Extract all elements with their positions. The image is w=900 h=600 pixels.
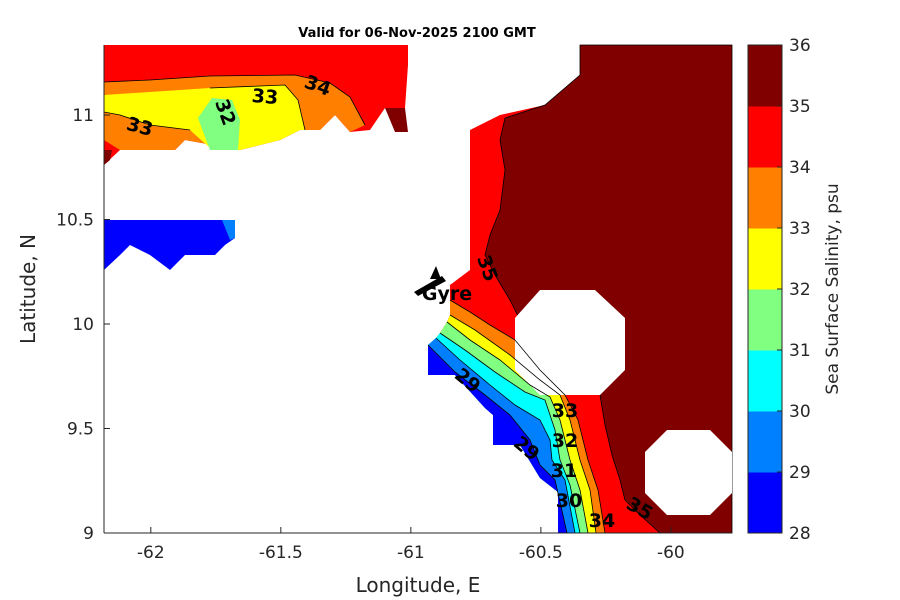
colorbar-segment bbox=[748, 350, 782, 412]
region-35-36-north bbox=[385, 108, 408, 132]
region-28-29-west bbox=[104, 220, 235, 270]
colorbar-segment bbox=[748, 472, 782, 534]
gyre-arrow-icon bbox=[414, 276, 446, 296]
colorbar-tick-label: 30 bbox=[789, 402, 811, 422]
contour-line-33-north bbox=[209, 84, 306, 131]
chart-title: Valid for 06-Nov-2025 2100 GMT bbox=[298, 26, 536, 41]
colorbar-tick-label: 28 bbox=[789, 524, 811, 544]
colorbar-segment bbox=[748, 289, 782, 351]
colorbar-tick-label: 35 bbox=[789, 97, 811, 117]
colorbar-tick-label: 34 bbox=[789, 158, 811, 178]
contour-label: 30 bbox=[556, 490, 582, 512]
contour-line-32 bbox=[446, 321, 589, 534]
contour-line-29 bbox=[427, 344, 568, 534]
colorbar-segment bbox=[748, 411, 782, 473]
contour-line-34 bbox=[449, 299, 606, 534]
colorbar-segment bbox=[748, 228, 782, 290]
contour-line-33 bbox=[449, 314, 597, 534]
contour-line-31 bbox=[439, 332, 581, 534]
x-tick-label: -62 bbox=[137, 543, 165, 563]
region-28-29-coastal bbox=[428, 345, 567, 533]
contour-label: 34 bbox=[589, 510, 615, 532]
colorbar-tick-label: 31 bbox=[789, 341, 811, 361]
land-mask-2 bbox=[645, 430, 732, 515]
contour-label: 32 bbox=[552, 430, 578, 452]
colorbar-tick-label: 29 bbox=[789, 463, 811, 483]
colorbar-tick-label: 32 bbox=[789, 280, 811, 300]
y-tick-label: 9.5 bbox=[67, 420, 94, 440]
x-tick-label: -61.5 bbox=[259, 543, 303, 563]
contour-line-33-north-west bbox=[103, 111, 191, 131]
contour-label: 31 bbox=[551, 460, 577, 482]
y-tick-label: 10 bbox=[72, 315, 94, 335]
colorbar-segment bbox=[748, 167, 782, 229]
contour-line-30 bbox=[435, 337, 576, 534]
region-35-36-northwest bbox=[104, 150, 112, 165]
contour-label: 33 bbox=[251, 85, 279, 109]
x-axis-label: Longitude, E bbox=[356, 573, 481, 597]
region-29-30-west bbox=[222, 220, 235, 240]
contour-label: 33 bbox=[552, 400, 578, 422]
contour-line-34-north bbox=[103, 74, 366, 126]
x-tick-label: -60.5 bbox=[519, 543, 563, 563]
gyre-annotation: Gyre bbox=[422, 283, 472, 305]
colorbar-segment bbox=[748, 106, 782, 168]
region-31-32-north bbox=[198, 98, 240, 150]
colorbar-tick-label: 36 bbox=[789, 36, 811, 56]
x-tick-label: -60 bbox=[657, 543, 685, 563]
x-tick-label: -61 bbox=[397, 543, 425, 563]
y-tick-label: 9 bbox=[83, 524, 94, 544]
gyre-marker bbox=[414, 266, 446, 296]
colorbar-segment bbox=[748, 45, 782, 107]
land-mask-1 bbox=[515, 290, 625, 395]
colorbar-label: Sea Surface Salinity, psu bbox=[823, 183, 843, 394]
y-tick-label: 10.5 bbox=[56, 211, 94, 231]
gyre-star-icon bbox=[430, 266, 441, 279]
y-tick-label: 11 bbox=[72, 106, 94, 126]
y-axis-label: Latitude, N bbox=[16, 234, 40, 344]
colorbar-tick-label: 33 bbox=[789, 219, 811, 239]
